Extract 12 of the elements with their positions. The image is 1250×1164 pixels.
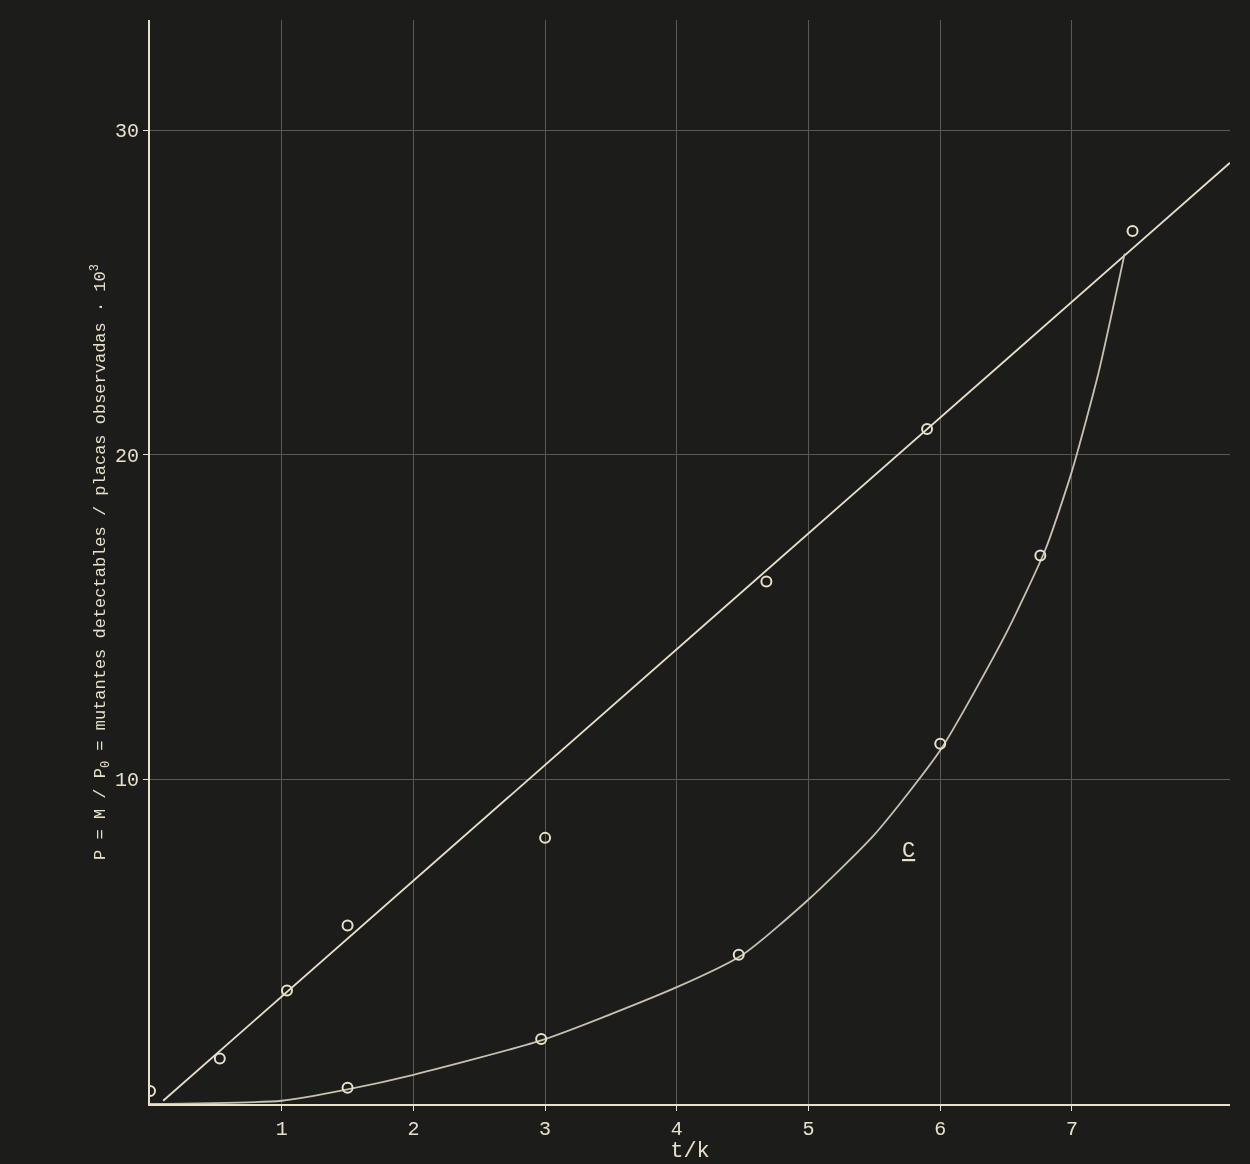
x-tick-label: 2 xyxy=(407,1118,420,1141)
x-tick-label: 6 xyxy=(934,1118,947,1141)
y-tick-label: 10 xyxy=(114,769,139,793)
annotation: C xyxy=(902,839,916,864)
x-tick-label: 7 xyxy=(1065,1118,1078,1141)
y-tick-label: 30 xyxy=(114,120,139,144)
y-tick-label: 20 xyxy=(114,444,139,468)
x-tick-label: 3 xyxy=(539,1118,552,1141)
x-tick-label: 4 xyxy=(670,1118,683,1141)
x-axis-title: t/k xyxy=(670,1139,710,1164)
x-tick-label: 1 xyxy=(275,1118,288,1141)
x-tick-label: 5 xyxy=(802,1118,815,1141)
